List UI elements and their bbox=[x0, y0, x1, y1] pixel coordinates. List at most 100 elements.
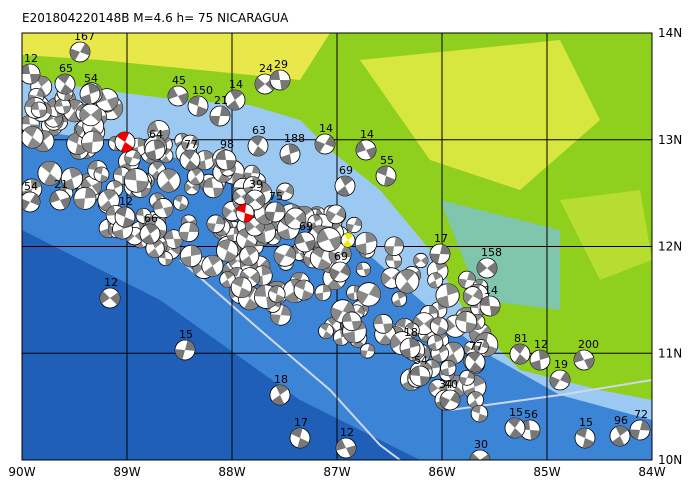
beachball-quadrant bbox=[428, 272, 442, 288]
beachball-quadrant bbox=[150, 161, 164, 179]
beachball-quadrant bbox=[80, 83, 100, 104]
beachball-quadrant bbox=[280, 143, 300, 164]
y-axis-label: 13N bbox=[658, 133, 682, 147]
beachball-quadrant bbox=[62, 167, 82, 190]
beachball-quadrant bbox=[164, 229, 184, 249]
beachball-quadrant bbox=[476, 261, 498, 275]
event-label: 55 bbox=[380, 154, 394, 167]
beachball-quadrant bbox=[573, 351, 595, 369]
beachball-quadrant bbox=[245, 220, 265, 234]
event-label: 64 bbox=[149, 128, 163, 141]
beachball-quadrant bbox=[232, 277, 251, 298]
event-label: 77 bbox=[469, 340, 483, 353]
beachball-quadrant bbox=[346, 217, 362, 233]
event-label: 17 bbox=[434, 232, 448, 245]
beachball-quadrant bbox=[73, 187, 96, 210]
beachball-quadrant bbox=[221, 271, 234, 288]
event-label: 12 bbox=[104, 276, 118, 289]
beachball-quadrant bbox=[236, 204, 254, 223]
beachball-quadrant bbox=[81, 131, 104, 154]
beachball-quadrant bbox=[94, 166, 109, 183]
event-label: 167 bbox=[74, 30, 95, 43]
event-label: 69 bbox=[299, 220, 313, 233]
beachball-quadrant bbox=[456, 311, 477, 333]
beachball-quadrant bbox=[392, 291, 406, 307]
beachball-quadrant bbox=[439, 391, 461, 409]
beachball-quadrant bbox=[31, 102, 47, 118]
beachball-quadrant bbox=[399, 269, 416, 293]
beachball-quadrant bbox=[326, 206, 346, 222]
event-label: 77 bbox=[184, 138, 198, 151]
beachball-quadrant bbox=[206, 215, 225, 233]
beachball-quadrant bbox=[241, 246, 258, 266]
beachball-quadrant bbox=[35, 130, 52, 152]
event-label: 66 bbox=[144, 212, 158, 225]
beachball-quadrant bbox=[226, 227, 241, 242]
ridge bbox=[449, 379, 652, 411]
beachball-quadrant bbox=[356, 141, 376, 159]
beachball-quadrant bbox=[448, 375, 465, 397]
y-axis-label: 12N bbox=[658, 240, 682, 254]
beachball-quadrant bbox=[337, 176, 353, 196]
beachball-quadrant bbox=[458, 271, 476, 288]
y-axis-label: 11N bbox=[658, 346, 682, 360]
x-axis-label: 88W bbox=[218, 465, 245, 479]
beachball-quadrant bbox=[459, 370, 475, 385]
beachball-quadrant bbox=[611, 426, 629, 447]
event-label: 75 bbox=[269, 190, 283, 203]
beachball-quadrant bbox=[142, 224, 158, 244]
map-title: E201804220148B M=4.6 h= 75 NICARAGUA bbox=[22, 11, 289, 25]
event-label: 15 bbox=[179, 328, 193, 341]
beachball-quadrant bbox=[308, 214, 322, 230]
beachball-quadrant bbox=[175, 340, 195, 360]
event-label: 54 bbox=[84, 72, 98, 85]
event-label: 14 bbox=[360, 128, 374, 141]
event-label: 40 bbox=[444, 378, 458, 391]
beachball-quadrant bbox=[40, 161, 60, 186]
beachball-quadrant bbox=[23, 126, 41, 149]
event-label: 14 bbox=[484, 284, 498, 297]
beachball-quadrant bbox=[480, 296, 500, 316]
beachball-quadrant bbox=[216, 150, 236, 170]
beachball-quadrant bbox=[342, 233, 354, 247]
beachball-quadrant bbox=[440, 360, 456, 376]
beachball-quadrant bbox=[550, 371, 570, 389]
event-label: 19 bbox=[554, 358, 568, 371]
beachball-quadrant bbox=[410, 366, 430, 386]
beachball-quadrant bbox=[276, 184, 294, 199]
beachball-quadrant bbox=[530, 350, 550, 371]
beachball-quadrant bbox=[168, 87, 189, 105]
beachball-quadrant bbox=[250, 136, 266, 157]
beachball-quadrant bbox=[400, 338, 420, 359]
beachball-quadrant bbox=[471, 405, 488, 422]
beachball-quadrant bbox=[330, 263, 350, 281]
x-axis-label: 89W bbox=[113, 465, 140, 479]
y-axis-label: 10N bbox=[658, 453, 682, 467]
beachball-quadrant bbox=[467, 352, 483, 372]
beachball-quadrant bbox=[405, 323, 419, 338]
beachball-quadrant bbox=[245, 193, 266, 207]
beachball-quadrant bbox=[265, 202, 285, 222]
event-label: 21 bbox=[54, 178, 68, 191]
beachball-quadrant bbox=[227, 90, 243, 110]
x-axis-label: 85W bbox=[533, 465, 560, 479]
event-label: 72 bbox=[634, 408, 648, 421]
beachball-quadrant bbox=[360, 344, 375, 358]
beachball-quadrant bbox=[81, 178, 102, 194]
event-label: 96 bbox=[614, 414, 628, 427]
beachball-quadrant bbox=[315, 284, 331, 301]
y-axis-label: 14N bbox=[658, 26, 682, 40]
beachball-quadrant bbox=[181, 136, 199, 151]
beachball-quadrant bbox=[100, 189, 117, 212]
beachball-quadrant bbox=[512, 344, 528, 364]
beachball-quadrant bbox=[70, 43, 91, 61]
beachball-quadrant bbox=[575, 427, 595, 448]
event-label: 39 bbox=[249, 178, 263, 191]
beachball-quadrant bbox=[49, 191, 70, 209]
beachball-quadrant bbox=[195, 150, 215, 170]
beachball-quadrant bbox=[79, 107, 102, 123]
beachball-quadrant bbox=[147, 121, 170, 142]
beachball-quadrant bbox=[153, 199, 174, 218]
